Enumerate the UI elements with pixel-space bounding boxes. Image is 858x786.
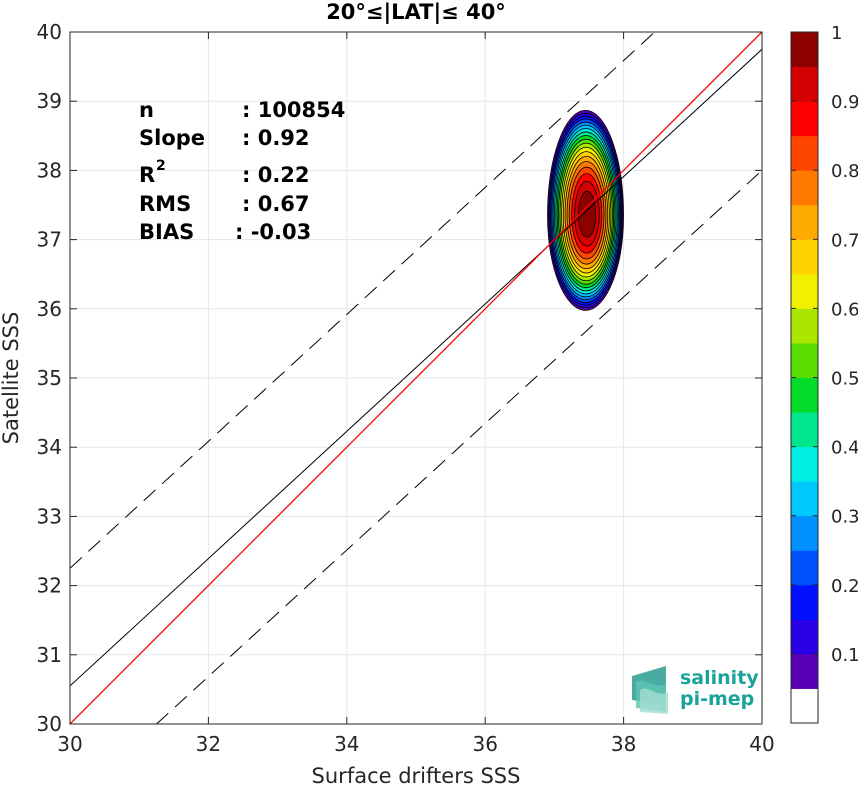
colorbar-tick-label: 0.8 [831,161,858,182]
one-to-one-line [70,32,762,724]
stat-bias-value: : -0.03 [235,220,311,244]
colorbar-tick-label: 0.4 [831,438,858,459]
colorbar-tick-label: 0.7 [831,230,858,251]
colorbar-segment [791,377,818,413]
y-tick-label: 36 [37,297,62,321]
colorbar-tick-label: 0.3 [831,507,858,528]
colorbar-segment [791,170,818,206]
y-tick-label: 33 [37,504,62,528]
stat-rms-label: RMS [139,192,191,216]
x-tick-label: 34 [334,732,359,756]
stat-rms-value: : 0.67 [242,192,310,216]
y-tick-label: 38 [37,158,62,182]
x-axis-label: Surface drifters SSS [312,764,521,786]
y-tick-label: 34 [37,435,62,459]
colorbar-segment [791,619,818,655]
stat-bias-label: BIAS [139,220,194,244]
colorbar-tick-label: 1 [831,23,842,44]
colorbar-segment [791,481,818,517]
density-contour [577,190,597,238]
colorbar-segment [791,412,818,448]
stat-r2-value: : 0.22 [242,163,310,187]
colorbar-segment [791,239,818,275]
grid [69,31,763,725]
x-tick-label: 36 [472,732,497,756]
colorbar [791,32,818,724]
colorbar-segment [791,515,818,551]
stat-n-value: : 100854 [242,98,345,122]
colorbar-segment [791,204,818,240]
colorbar-tick-label: 0.9 [831,92,858,113]
colorbar-segment [791,653,818,689]
y-tick-label: 31 [37,643,62,667]
salinity-pimep-logo: salinity pi-mep [632,666,759,714]
logo-text-salinity: salinity [680,667,759,689]
x-tick-label: 40 [749,732,774,756]
y-tick-label: 35 [37,366,62,390]
colorbar-tick-label: 0.5 [831,369,858,390]
rms-envelope-line [156,170,762,724]
stat-r2-superscript: 2 [156,158,166,174]
colorbar-segment [791,550,818,586]
colorbar-segment [791,32,818,68]
reference-lines [70,32,762,724]
colorbar-segment [791,135,818,171]
colorbar-tick-label: 0.2 [831,576,858,597]
x-tick-label: 32 [196,732,221,756]
chart-title: 20°≤|LAT|≤ 40° [326,0,506,25]
y-tick-label: 32 [37,574,62,598]
colorbar-segment [791,308,818,344]
regression-line [70,48,762,687]
stat-slope-label: Slope [139,126,205,150]
colorbar-segment [791,584,818,620]
x-tick-label: 30 [57,732,82,756]
y-tick-label: 37 [37,228,62,252]
colorbar-tick-label: 0.6 [831,299,858,320]
x-axis-ticks: 30 32 34 36 38 40 [57,32,775,756]
density-contours [547,109,624,311]
x-tick-label: 38 [611,732,636,756]
stat-n-label: n [139,98,154,122]
stat-r2-label: R [139,163,155,187]
colorbar-segment [791,101,818,137]
colorbar-segment [791,688,818,724]
y-tick-label: 39 [37,89,62,113]
logo-text-pimep: pi-mep [680,688,754,710]
y-tick-label: 30 [37,712,62,736]
colorbar-segment [791,446,818,482]
colorbar-segment [791,66,818,102]
colorbar-segment [791,273,818,309]
rms-envelope-line [70,32,656,569]
colorbar-ticks: 0.1 0.2 0.3 0.4 0.5 0.6 0.7 0.8 0.9 1 [791,23,858,666]
logo-wave-icon [632,666,668,714]
stats-box: n : 100854 Slope : 0.92 R 2 : 0.22 RMS :… [139,98,345,244]
colorbar-tick-label: 0.1 [831,645,858,666]
y-axis-ticks: 30 31 32 33 34 35 36 37 38 39 40 [37,20,762,736]
y-tick-label: 40 [37,20,62,44]
colorbar-segment [791,342,818,378]
y-axis-label: Satellite SSS [0,312,23,445]
stat-slope-value: : 0.92 [242,126,310,150]
